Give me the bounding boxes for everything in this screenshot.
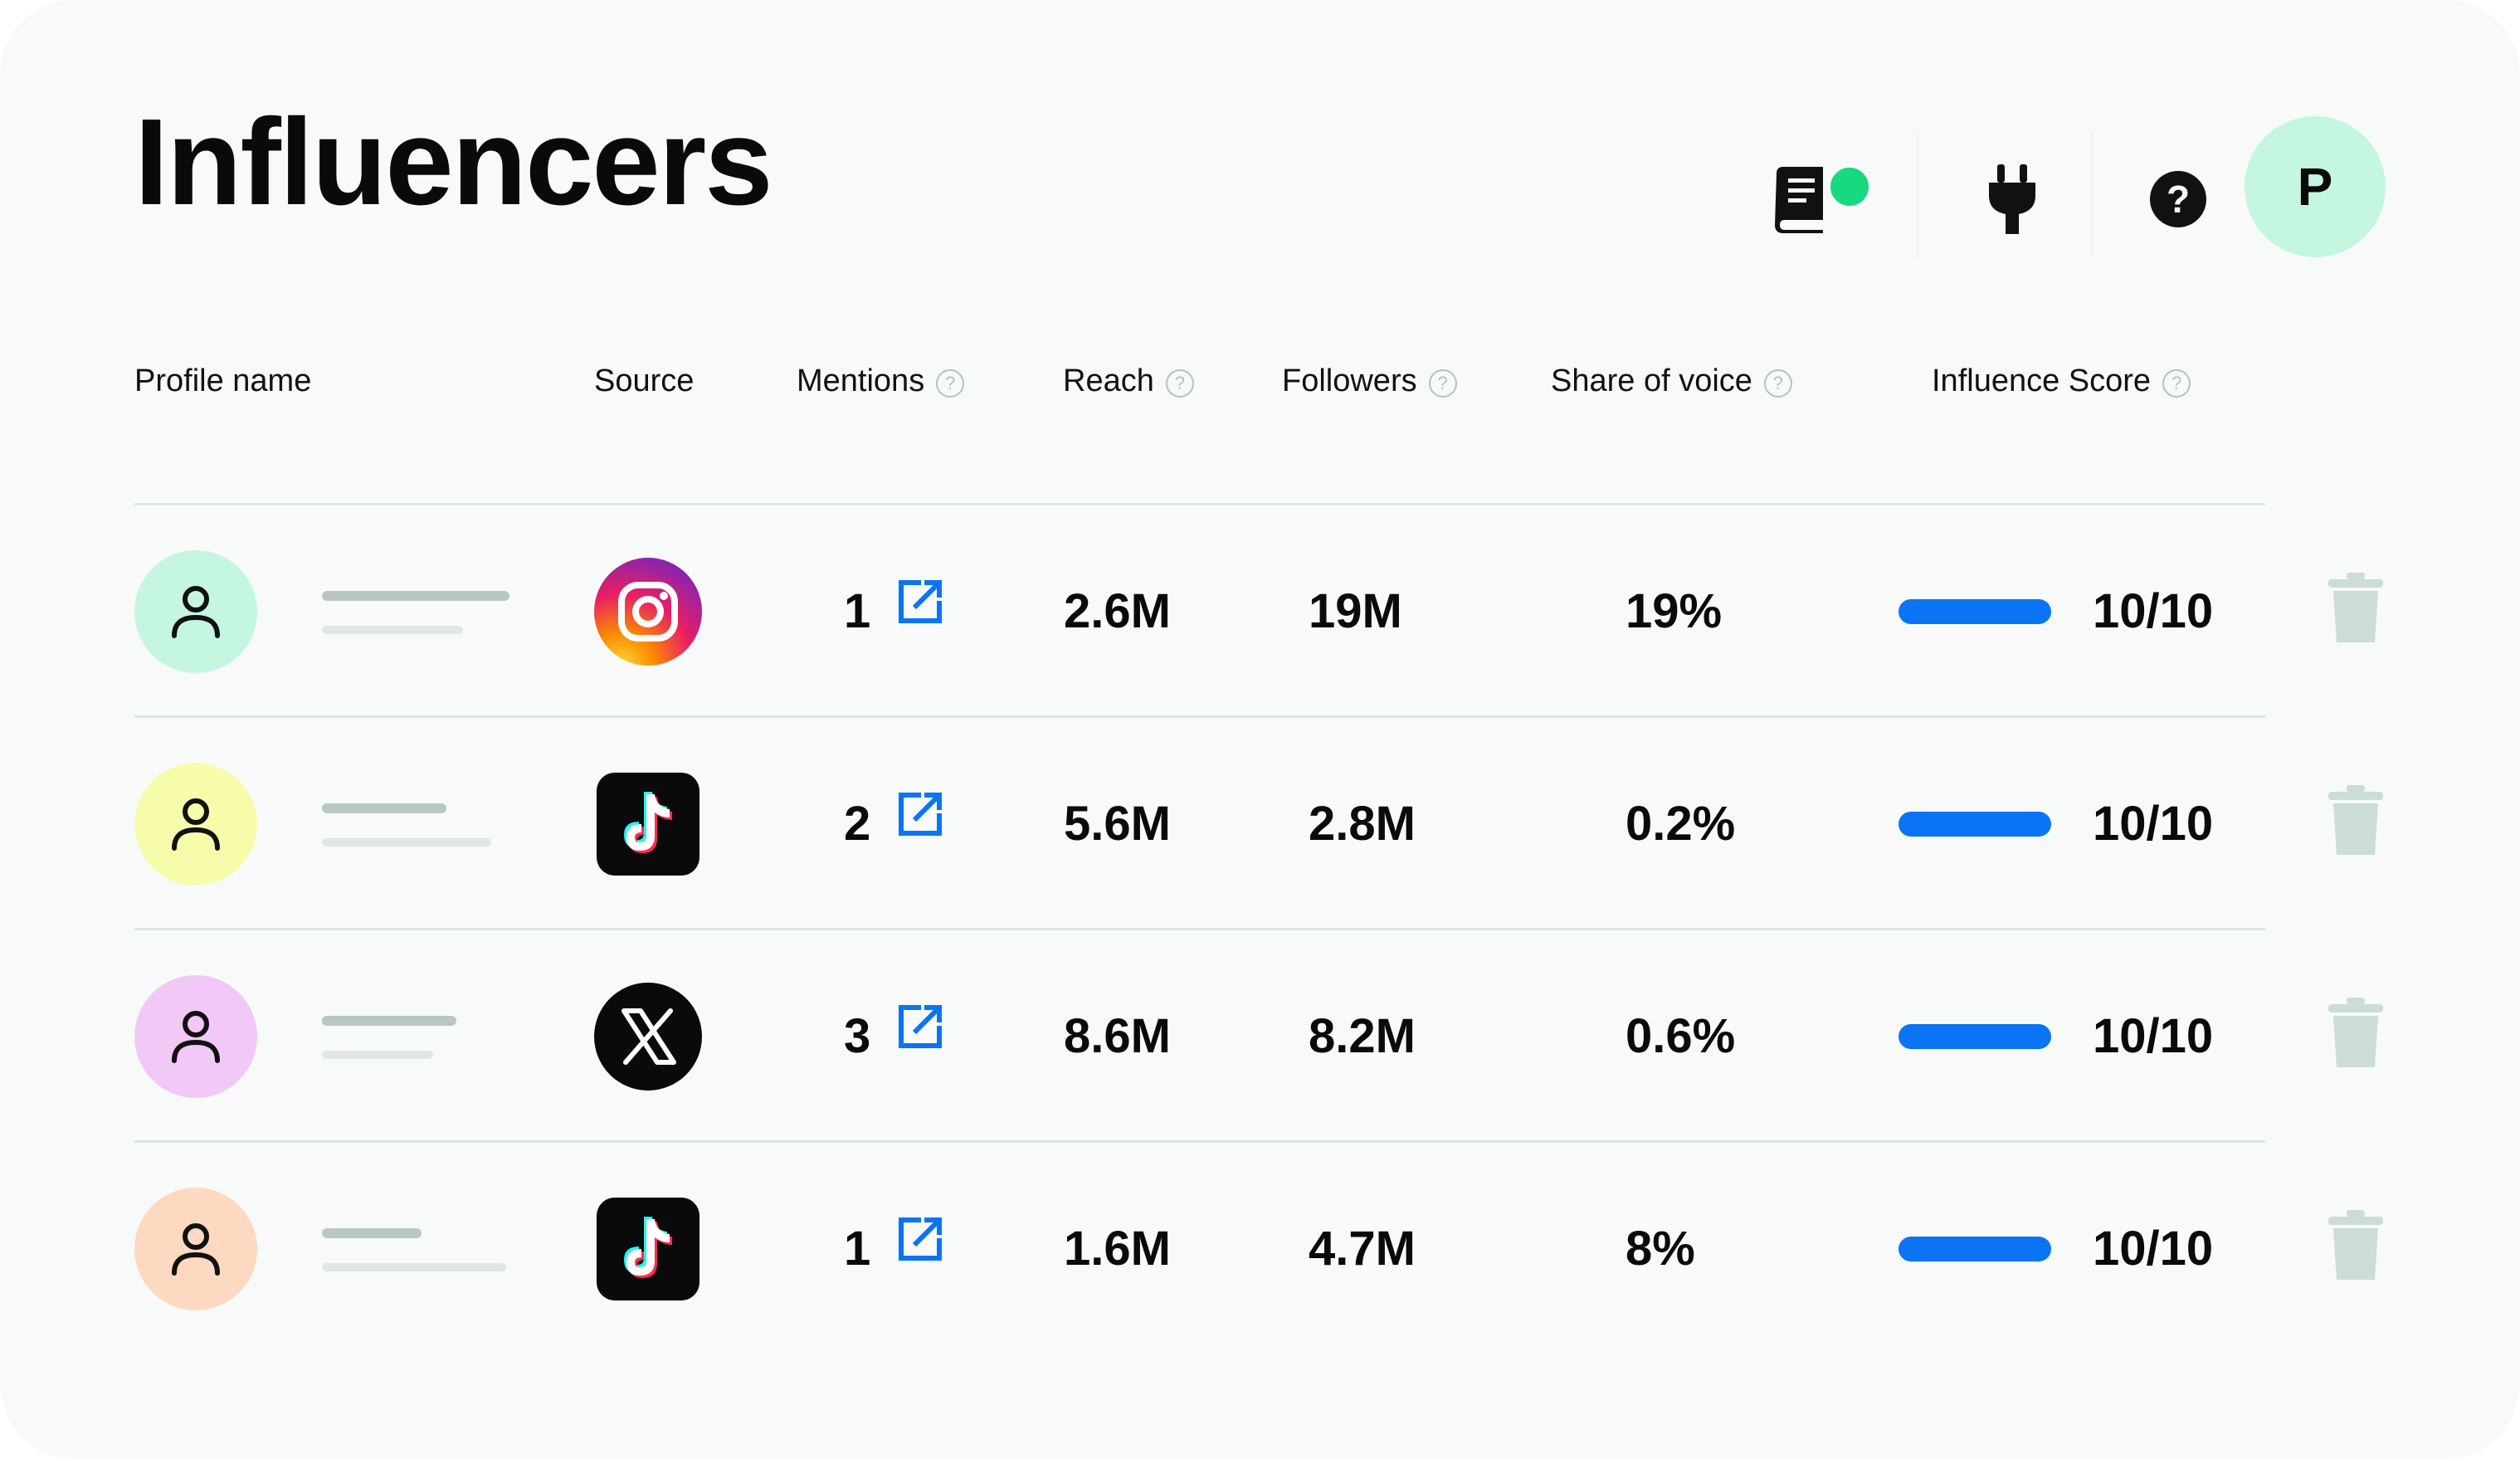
- column-label: Profile name: [134, 364, 312, 398]
- followers-value: 19M: [1309, 584, 1402, 638]
- followers-value: 8.2M: [1309, 1009, 1416, 1063]
- column-label: Followers: [1282, 364, 1417, 398]
- share-of-voice-value: 19%: [1626, 584, 1723, 638]
- reach-value: 2.6M: [1064, 584, 1171, 638]
- source-logo: [594, 983, 702, 1091]
- source-logo: [594, 770, 702, 878]
- notification-dot: [1827, 164, 1872, 209]
- book-button[interactable]: [1751, 149, 1872, 249]
- influence-score-value: 10/10: [2093, 1009, 2214, 1063]
- help-circle-icon: ?: [2150, 171, 2206, 227]
- column-header-influence-score[interactable]: Influence Score ?: [1932, 364, 2191, 399]
- help-icon[interactable]: ?: [2162, 368, 2191, 398]
- column-label: Source: [594, 364, 695, 398]
- table-row[interactable]: 3 8.6M 8.2M 0.6% 10/10: [0, 930, 2520, 1142]
- divider: [134, 928, 2265, 930]
- page-title: Influencers: [134, 94, 773, 231]
- divider: [134, 503, 2265, 505]
- header-actions: ? P: [1709, 116, 2390, 257]
- influence-score-value: 10/10: [2093, 1222, 2214, 1276]
- column-label: Influence Score: [1932, 364, 2152, 398]
- reach-value: 8.6M: [1064, 1009, 1171, 1063]
- influence-score-bar: [1899, 1237, 2051, 1261]
- external-link-icon[interactable]: [896, 1003, 944, 1051]
- plug-icon: [1989, 164, 2035, 234]
- trash-icon[interactable]: [2328, 998, 2383, 1067]
- svg-text:?: ?: [2167, 178, 2190, 221]
- divider: [1917, 133, 1918, 257]
- divider: [134, 1140, 2265, 1143]
- followers-value: 4.7M: [1309, 1222, 1416, 1276]
- source-logo: [594, 558, 702, 666]
- tiktok-icon: [597, 773, 699, 876]
- mentions-value: 1: [844, 584, 871, 638]
- instagram-icon: [594, 558, 702, 666]
- share-of-voice-value: 0.6%: [1626, 1009, 1736, 1063]
- influence-score-bar: [1899, 599, 2051, 624]
- avatar: [134, 975, 257, 1098]
- profile-handle-placeholder: [322, 626, 463, 634]
- profile-name-placeholder: [322, 1016, 456, 1026]
- influence-score-bar: [1899, 1024, 2051, 1049]
- x-logo-icon: [594, 983, 702, 1091]
- divider: [134, 715, 2265, 718]
- help-icon[interactable]: ?: [936, 368, 965, 398]
- column-label: Reach: [1063, 364, 1154, 398]
- user-avatar[interactable]: P: [2245, 116, 2386, 257]
- table-row[interactable]: 2 5.6M 2.8M 0.2% 10/10: [0, 717, 2520, 930]
- avatar: [134, 550, 257, 673]
- column-header-share-of-voice[interactable]: Share of voice ?: [1551, 364, 1792, 399]
- tiktok-icon: [597, 1198, 699, 1300]
- table-row[interactable]: 1 1.6M 4.7M 8% 10/10: [0, 1142, 2520, 1354]
- profile-handle-placeholder: [322, 838, 491, 847]
- profile-name-placeholder: [322, 1228, 422, 1238]
- profile-handle-placeholder: [322, 1263, 506, 1271]
- help-button[interactable]: ?: [2128, 149, 2228, 249]
- column-header-profile-name[interactable]: Profile name: [134, 364, 311, 399]
- influence-score-bar: [1899, 812, 2051, 837]
- external-link-icon[interactable]: [896, 1215, 944, 1263]
- trash-icon[interactable]: [2328, 785, 2383, 855]
- profile-name-placeholder: [322, 803, 446, 813]
- divider: [2091, 133, 2093, 257]
- followers-value: 2.8M: [1309, 797, 1416, 851]
- help-icon[interactable]: ?: [1763, 368, 1792, 398]
- book-icon: [1775, 167, 1823, 233]
- column-label: Mentions: [797, 364, 925, 398]
- share-of-voice-value: 8%: [1626, 1222, 1695, 1276]
- external-link-icon[interactable]: [896, 790, 944, 838]
- reach-value: 5.6M: [1064, 797, 1171, 851]
- trash-icon[interactable]: [2328, 1210, 2383, 1280]
- mentions-value: 2: [844, 797, 871, 851]
- mentions-value: 1: [844, 1222, 871, 1276]
- column-label: Share of voice: [1551, 364, 1752, 398]
- integrations-button[interactable]: [1962, 149, 2062, 249]
- avatar: [134, 1188, 257, 1310]
- person-icon: [172, 1011, 220, 1063]
- person-icon: [172, 1223, 220, 1276]
- avatar: [134, 763, 257, 886]
- column-header-followers[interactable]: Followers ?: [1282, 364, 1457, 399]
- column-header-mentions[interactable]: Mentions ?: [797, 364, 965, 399]
- person-icon: [172, 586, 220, 638]
- column-header-source[interactable]: Source: [594, 364, 694, 399]
- trash-icon[interactable]: [2328, 573, 2383, 642]
- profile-handle-placeholder: [322, 1051, 433, 1059]
- mentions-value: 3: [844, 1009, 871, 1063]
- share-of-voice-value: 0.2%: [1626, 797, 1736, 851]
- reach-value: 1.6M: [1064, 1222, 1171, 1276]
- person-icon: [172, 798, 220, 851]
- external-link-icon[interactable]: [896, 578, 944, 626]
- column-header-reach[interactable]: Reach ?: [1063, 364, 1194, 399]
- influence-score-value: 10/10: [2093, 584, 2214, 638]
- help-icon[interactable]: ?: [1165, 368, 1194, 398]
- influence-score-value: 10/10: [2093, 797, 2214, 851]
- help-icon[interactable]: ?: [1428, 368, 1457, 398]
- table-row[interactable]: 1 2.6M 19M 19% 10/10: [0, 505, 2520, 717]
- profile-name-placeholder: [322, 591, 509, 601]
- source-logo: [594, 1195, 702, 1303]
